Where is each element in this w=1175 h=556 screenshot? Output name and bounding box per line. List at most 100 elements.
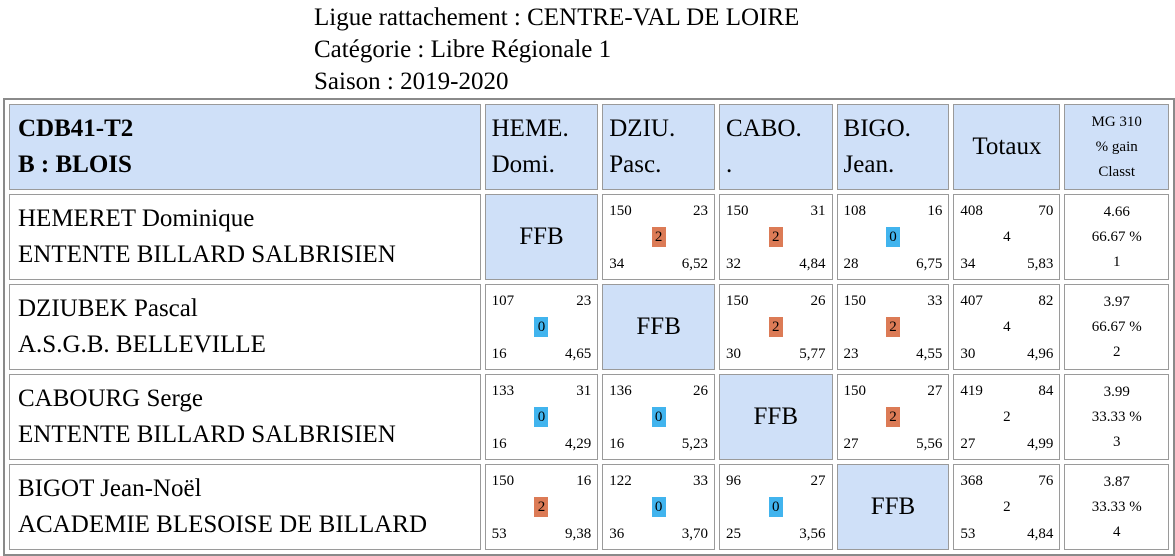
total-match-points: 2	[1003, 409, 1011, 425]
points: 136	[609, 383, 632, 399]
table-row: BIGOT Jean-Noël ACADEMIE BLESOISE DE BILL…	[9, 464, 1169, 550]
average: 9,38	[565, 526, 592, 542]
player-cell: BIGOT Jean-Noël ACADEMIE BLESOISE DE BILL…	[9, 464, 481, 550]
points: 150	[843, 383, 867, 399]
player-cell: CABOURG Serge ENTENTE BILLARD SALBRISIEN	[9, 374, 481, 460]
ranking: 3	[1112, 433, 1121, 450]
match-points-badge: 0	[651, 497, 666, 517]
player-name: BIGOT Jean-Noël	[18, 475, 202, 502]
points: 133	[491, 383, 515, 399]
innings: 31	[810, 203, 826, 219]
ffb-cell: FFB	[836, 464, 950, 550]
innings: 16	[576, 473, 592, 489]
mg-value: 4.66	[1103, 203, 1130, 220]
innings: 33	[927, 293, 943, 309]
column-header-bigo: BIGO. Jean.	[836, 104, 950, 190]
match-cell: 150 26 2 30 5,77	[719, 284, 833, 370]
stats-cell: 4.66 66.67 % 1	[1064, 194, 1169, 280]
match-cell: 108 16 0 28 6,75	[836, 194, 950, 280]
stats-header: MG 310 % gain Classt	[1064, 104, 1169, 190]
innings: 27	[810, 473, 826, 489]
points: 122	[609, 473, 632, 489]
points: 150	[726, 293, 749, 309]
table-row: CABOURG Serge ENTENTE BILLARD SALBRISIEN 1…	[9, 374, 1169, 460]
best-high-run: 34	[960, 256, 976, 272]
high-run: 27	[843, 436, 859, 452]
match-points-badge: 2	[768, 317, 783, 337]
match-points-badge: 0	[534, 407, 549, 427]
high-run: 30	[726, 346, 742, 362]
total-points: 407	[960, 293, 983, 309]
mg-value: 3.99	[1103, 383, 1130, 400]
match-cell: 150 23 2 34 6,52	[602, 194, 716, 280]
general-average: 4,84	[1027, 526, 1054, 542]
total-innings: 70	[1038, 203, 1054, 219]
mg-value: 3.97	[1103, 293, 1130, 310]
match-points-badge: 0	[768, 497, 783, 517]
player-club: ACADEMIE BLESOISE DE BILLARD	[18, 511, 428, 538]
total-match-points: 4	[1003, 229, 1011, 245]
points: 108	[843, 203, 867, 219]
competition-header: Ligue rattachement : CENTRE-VAL DE LOIRE…	[314, 2, 799, 98]
column-header-heme: HEME. Domi.	[484, 104, 599, 190]
team-name: B : BLOIS	[18, 151, 132, 178]
innings: 16	[927, 203, 943, 219]
stats-cell: 3.87 33.33 % 4	[1064, 464, 1169, 550]
stats-header-rank: Classt	[1098, 163, 1136, 180]
average: 4,84	[799, 256, 826, 272]
ranking: 1	[1112, 253, 1121, 270]
innings: 27	[927, 383, 943, 399]
total-innings: 82	[1038, 293, 1054, 309]
match-cell: 150 27 2 27 5,56	[836, 374, 950, 460]
match-cell: 107 23 0 16 4,65	[484, 284, 599, 370]
best-high-run: 53	[960, 526, 976, 542]
stats-cell: 3.99 33.33 % 3	[1064, 374, 1169, 460]
ranking: 4	[1112, 523, 1121, 540]
column-header-line2: .	[726, 151, 733, 178]
innings: 23	[693, 203, 709, 219]
average: 3,56	[799, 526, 826, 542]
table-header-row: CDB41-T2 B : BLOIS HEME. Domi. DZIU. Pas…	[9, 104, 1169, 190]
match-points-badge: 0	[534, 317, 549, 337]
average: 6,52	[681, 256, 709, 272]
innings: 26	[810, 293, 826, 309]
column-header-line1: DZIU.	[609, 115, 676, 142]
total-points: 419	[960, 383, 983, 399]
average: 5,23	[681, 436, 709, 452]
column-header-line1: CABO.	[726, 115, 802, 142]
gain-percent: 66.67 %	[1091, 228, 1142, 245]
ffb-cell: FFB	[602, 284, 716, 370]
player-cell: HEMERET Dominique ENTENTE BILLARD SALBRIS…	[9, 194, 481, 280]
categorie-line: Catégorie : Libre Régionale 1	[314, 36, 612, 63]
gain-percent: 66.67 %	[1091, 318, 1142, 335]
match-cell: 150 16 2 53 9,38	[484, 464, 599, 550]
innings: 33	[693, 473, 709, 489]
high-run: 32	[726, 256, 742, 272]
general-average: 5,83	[1027, 256, 1054, 272]
high-run: 36	[609, 526, 625, 542]
team-code: CDB41-T2	[18, 115, 134, 142]
column-header-dziu: DZIU. Pasc.	[602, 104, 716, 190]
average: 4,65	[565, 346, 592, 362]
match-points-badge: 2	[651, 227, 666, 247]
points: 150	[491, 473, 515, 489]
column-header-line1: BIGO.	[843, 115, 911, 142]
best-high-run: 27	[960, 436, 976, 452]
match-cell: 136 26 0 16 5,23	[602, 374, 716, 460]
high-run: 16	[491, 346, 507, 362]
best-high-run: 30	[960, 346, 976, 362]
innings: 31	[576, 383, 592, 399]
total-points: 368	[960, 473, 983, 489]
match-points-badge: 2	[534, 497, 549, 517]
match-cell: 150 31 2 32 4,84	[719, 194, 833, 280]
team-header-cell: CDB41-T2 B : BLOIS	[9, 104, 481, 190]
points: 107	[491, 293, 515, 309]
match-points-badge: 2	[768, 227, 783, 247]
high-run: 53	[491, 526, 507, 542]
match-cell: 150 33 2 23 4,55	[836, 284, 950, 370]
player-club: ENTENTE BILLARD SALBRISIEN	[18, 421, 396, 448]
average: 5,56	[916, 436, 943, 452]
gain-percent: 33.33 %	[1091, 498, 1142, 515]
points: 96	[726, 473, 742, 489]
column-header-line2: Domi.	[491, 151, 555, 178]
